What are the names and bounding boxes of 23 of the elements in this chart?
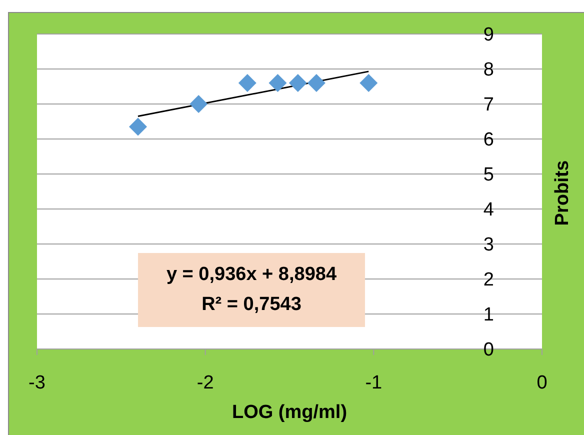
y-tick-label: 4	[483, 200, 494, 221]
y-axis-title: Probits	[551, 159, 574, 228]
annotation: R² = 0,7543	[202, 293, 302, 317]
point	[360, 74, 378, 92]
y-tick-label: 7	[483, 94, 494, 116]
point	[129, 118, 147, 136]
point	[238, 74, 256, 92]
x-tick-label: -3	[28, 372, 46, 394]
point	[268, 74, 287, 92]
y-tick-label: 8	[483, 60, 494, 81]
point	[307, 74, 326, 92]
annotation: y = 0,936x + 8,8984	[166, 263, 337, 287]
point	[288, 74, 307, 92]
y-tick-label: 1	[483, 304, 494, 326]
x-axis-title: LOG (mg/ml)	[232, 402, 348, 423]
point	[190, 95, 208, 113]
x-tick-label: 0	[536, 372, 548, 394]
y-tick-label: 6	[483, 130, 494, 151]
y-tick-label: 3	[483, 234, 494, 256]
x-tick-label: -1	[365, 372, 382, 394]
x-tick-label: -2	[196, 372, 214, 394]
y-tick-label: 2	[483, 270, 494, 291]
y-tick-label: 5	[483, 164, 494, 186]
